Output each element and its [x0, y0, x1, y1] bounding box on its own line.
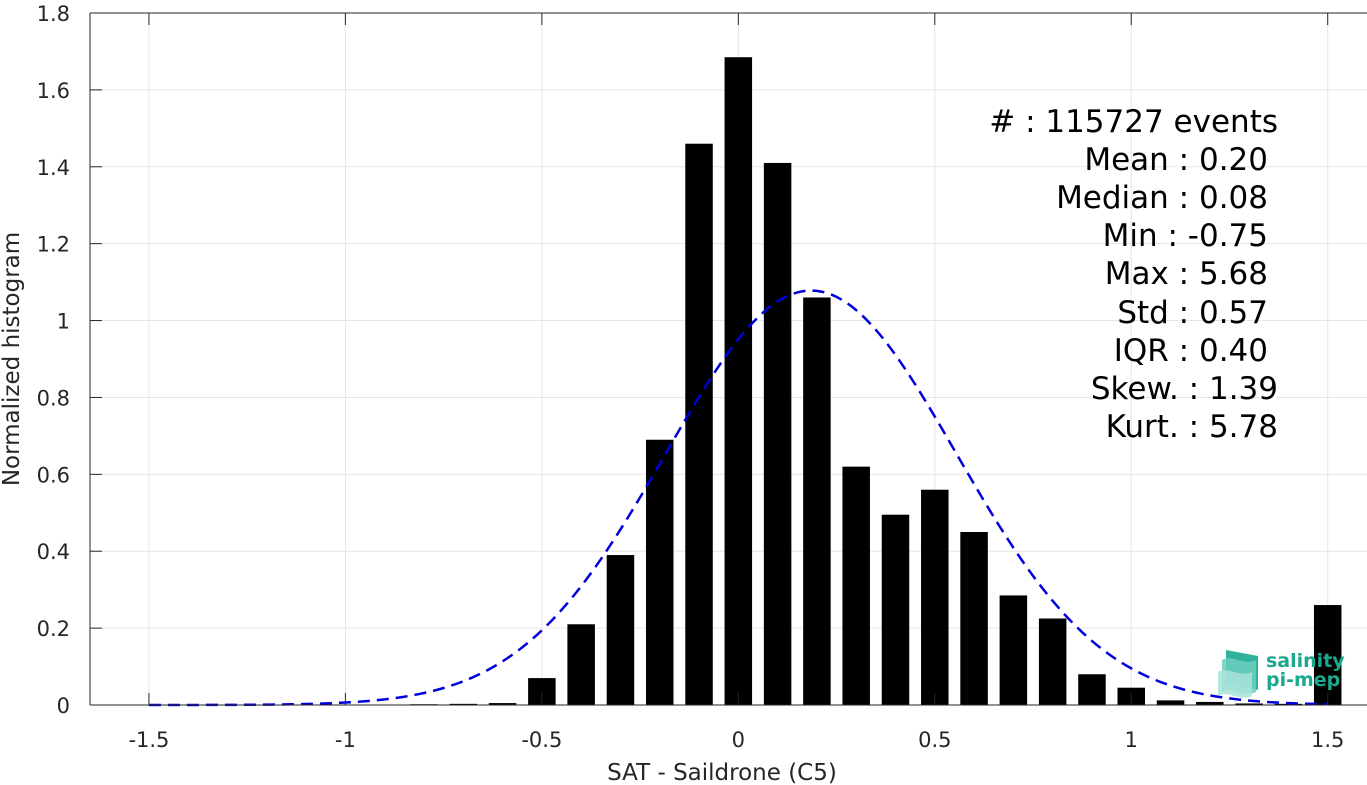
x-tick-label-6: 1.5	[1311, 728, 1344, 752]
y-tick-label-6: 1.2	[37, 233, 70, 257]
x-tick-label-4: 0.5	[918, 728, 951, 752]
bar-11	[842, 466, 870, 705]
bar-4	[567, 624, 595, 705]
x-axis-label: SAT - Saildrone (C5)	[607, 760, 837, 785]
stat-std: Std : 0.57	[1117, 295, 1268, 331]
bar-20	[1196, 701, 1224, 705]
bar-23	[1313, 605, 1342, 705]
bar-16	[1038, 618, 1067, 705]
bar-2	[488, 703, 517, 705]
bar-15	[999, 595, 1028, 705]
stat-mean: Mean : 0.20	[1084, 142, 1268, 178]
stat-skew: Skew. : 1.39	[1091, 371, 1278, 407]
bar-22	[1274, 703, 1303, 705]
bar-5	[606, 555, 635, 705]
bar-8	[724, 57, 753, 705]
stat-max: Max : 5.68	[1105, 256, 1268, 292]
bar-14	[960, 532, 988, 705]
logo-waves-icon	[1218, 650, 1258, 698]
stat-count: # : 115727 events	[989, 104, 1278, 140]
x-tick-label-3: 0	[732, 728, 745, 752]
y-tick-label-0: 0	[57, 694, 70, 718]
x-tick-label-0: -1.5	[128, 728, 169, 752]
stat-min: Min : -0.75	[1103, 218, 1268, 254]
salinity-pimep-logo: salinity pi-mep	[1218, 650, 1345, 698]
bar-10	[803, 297, 831, 705]
y-tick-label-9: 1.8	[37, 2, 70, 26]
bar-19	[1156, 700, 1185, 705]
y-tick-label-4: 0.8	[37, 386, 70, 410]
bar-1	[449, 703, 478, 705]
logo-line1: salinity	[1266, 650, 1345, 672]
bar-9	[763, 162, 792, 705]
y-tick-label-1: 0.2	[37, 617, 70, 641]
stat-median: Median : 0.08	[1056, 180, 1268, 216]
bar-12	[881, 514, 910, 705]
bar-7	[685, 143, 713, 705]
logo-line2: pi-mep	[1266, 669, 1340, 691]
x-tick-label-1: -1	[335, 728, 356, 752]
y-tick-label-3: 0.6	[37, 463, 70, 487]
bar-21	[1235, 703, 1263, 705]
statistics-box: # : 115727 events Mean : 0.20 Median : 0…	[989, 104, 1278, 445]
y-tick-label-8: 1.6	[37, 79, 70, 103]
x-tick-label-2: -0.5	[521, 728, 562, 752]
bar-17	[1078, 674, 1106, 705]
y-tick-label-7: 1.4	[37, 156, 70, 180]
stat-iqr: IQR : 0.40	[1114, 333, 1268, 369]
x-tick-label-5: 1	[1125, 728, 1138, 752]
stat-kurt: Kurt. : 5.78	[1106, 409, 1278, 445]
axes	[89, 12, 1367, 706]
histogram-bars	[410, 57, 1342, 705]
y-tick-label-5: 1	[57, 310, 70, 334]
y-tick-label-2: 0.4	[37, 540, 70, 564]
tick-labels: -1.5 -1 -0.5 0 0.5 1 1.5 0 0.2 0.4 0.6 0.8 1 1.2 1.4 1.…	[37, 2, 1345, 752]
bar-13	[921, 489, 949, 705]
y-axis-label: Normalized histogram	[0, 232, 25, 486]
bar-6	[645, 439, 674, 705]
